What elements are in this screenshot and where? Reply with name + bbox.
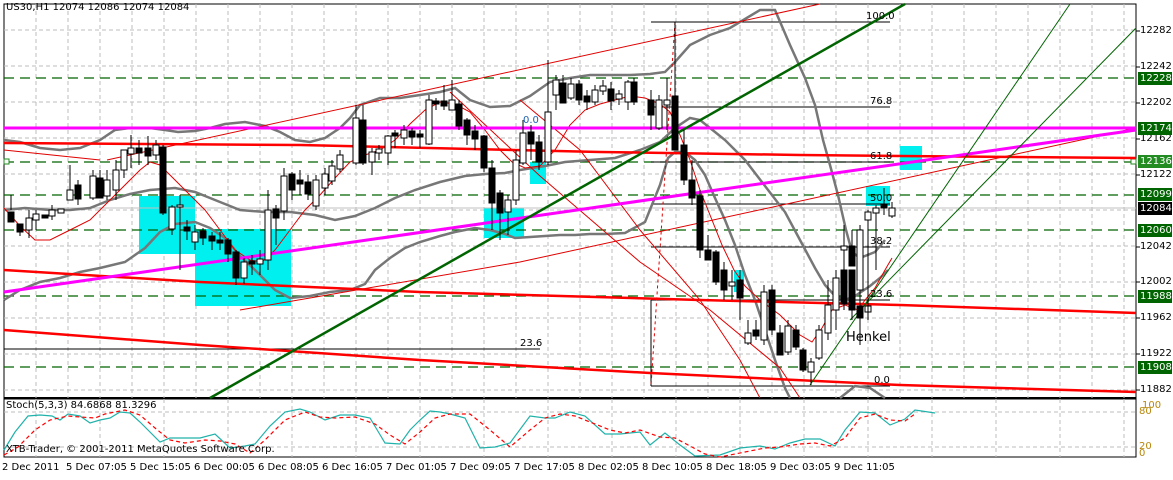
price-tick: 12002 xyxy=(1140,276,1172,287)
price-tag-11908: 11908 xyxy=(1138,361,1172,374)
fib-label-38-2: 38.2 xyxy=(870,236,893,247)
copyright-text: XTB-Trader, © 2001-2011 MetaQuotes Softw… xyxy=(6,444,275,455)
time-label: 8 Dec 10:05 xyxy=(642,462,703,473)
price-tick: 12162 xyxy=(1140,133,1172,144)
green-channel xyxy=(809,3,1137,386)
time-label: 5 Dec 07:05 xyxy=(66,462,127,473)
stoch-level-20: 20 xyxy=(1139,441,1152,452)
time-label: 9 Dec 11:05 xyxy=(834,462,895,473)
price-tag-12136: 12136 xyxy=(1138,155,1172,168)
time-label: 6 Dec 16:05 xyxy=(322,462,383,473)
price-tag-12099: 12099 xyxy=(1138,188,1172,201)
candlesticks xyxy=(7,22,896,385)
price-tick: 12202 xyxy=(1140,97,1172,108)
time-label: 6 Dec 00:05 xyxy=(194,462,255,473)
fib-label-0: 0.0 xyxy=(874,375,890,386)
stoch-level-0: 0 xyxy=(1139,448,1146,459)
time-label: 6 Dec 08:05 xyxy=(258,462,319,473)
price-tick: 12122 xyxy=(1140,169,1172,180)
stoch-frame xyxy=(3,398,1137,458)
current-price-tag: 12084 xyxy=(1138,202,1172,215)
price-tag-11988: 11988 xyxy=(1138,290,1172,303)
fib-label-23-6: 23.6 xyxy=(870,289,893,300)
stoch-level-100: 100 xyxy=(1142,400,1162,411)
fib-label-100: 100.0 xyxy=(866,11,895,22)
time-label: 7 Dec 01:05 xyxy=(386,462,447,473)
stoch-level-80: 80 xyxy=(1139,406,1152,417)
price-tick: 12282 xyxy=(1140,25,1172,36)
magenta-lines xyxy=(3,126,1137,294)
time-label: 9 Dec 03:05 xyxy=(770,462,831,473)
price-tag-12174: 12174 xyxy=(1138,122,1172,135)
symbol-ohlc-header: US30,H1 12074 12086 12074 12084 xyxy=(6,2,190,13)
price-tick: 11962 xyxy=(1140,312,1172,323)
fib-label-left-23-6: 23.6 xyxy=(520,338,543,349)
price-tick: 12042 xyxy=(1140,241,1172,252)
fib-label-left-0: 0.0 xyxy=(523,115,539,126)
fib-label-61-8: 61.8 xyxy=(870,151,893,162)
time-label: 8 Dec 18:05 xyxy=(706,462,767,473)
fib-label-50: 50.0 xyxy=(870,193,893,204)
stochastic-plot xyxy=(3,408,936,458)
price-tick: 11882 xyxy=(1140,384,1172,395)
red-trendlines xyxy=(3,141,1137,394)
green-trendline xyxy=(209,2,906,400)
time-label: 2 Dec 2011 xyxy=(2,462,60,473)
stochastic-title: Stoch(5,3,3) 84.6868 81.3296 xyxy=(6,400,157,411)
price-tag-12228: 12228 xyxy=(1138,72,1172,85)
time-label: 7 Dec 17:05 xyxy=(514,462,575,473)
time-label: 5 Dec 15:05 xyxy=(130,462,191,473)
henkel-annotation: Henkel xyxy=(846,330,891,345)
price-tick: 11922 xyxy=(1140,348,1172,359)
fib-anchor-line xyxy=(650,21,676,387)
time-label: 7 Dec 09:05 xyxy=(450,462,511,473)
fib-label-76-8: 76.8 xyxy=(870,96,893,107)
time-label: 8 Dec 02:05 xyxy=(578,462,639,473)
price-tag-12060: 12060 xyxy=(1138,224,1172,237)
price-tick: 12242 xyxy=(1140,61,1172,72)
